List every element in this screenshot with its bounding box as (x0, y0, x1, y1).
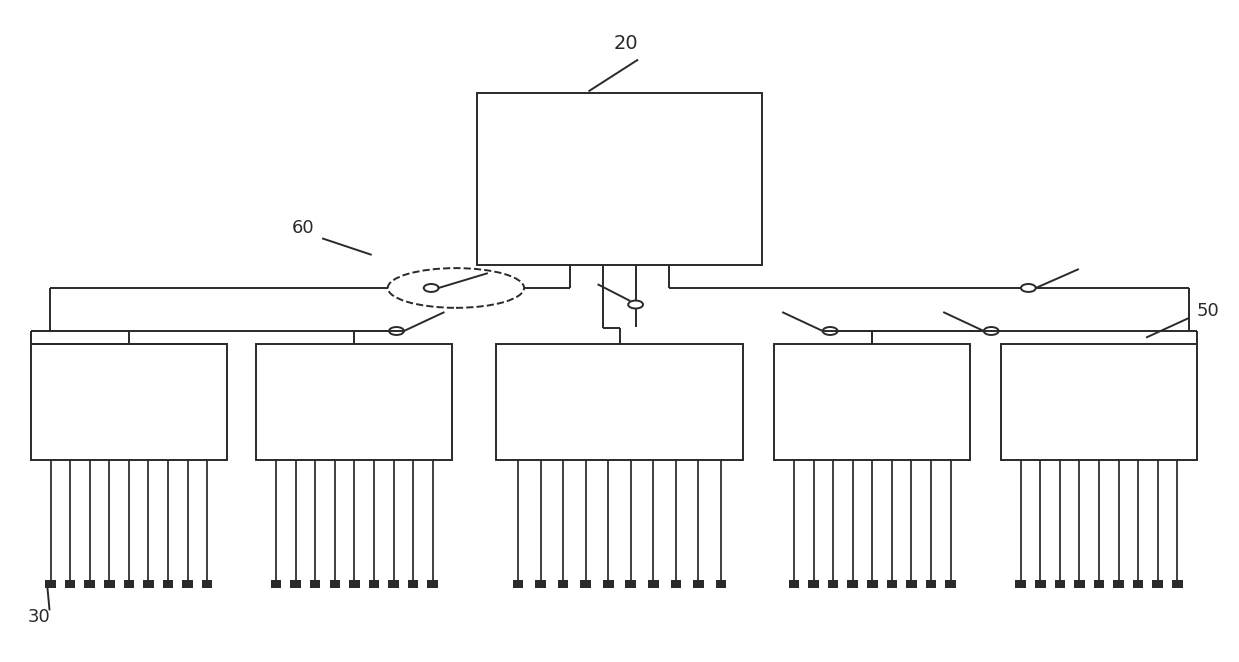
Bar (1001, 344, 1197, 460)
Bar (496, 344, 743, 460)
Text: 20: 20 (613, 34, 638, 52)
Bar (1152, 580, 1163, 589)
Bar (648, 580, 659, 589)
Bar (349, 580, 359, 589)
Text: 60: 60 (292, 219, 315, 238)
Bar (906, 580, 917, 589)
Bar (1035, 580, 1046, 589)
Bar (926, 580, 937, 589)
Bar (408, 580, 419, 589)
Bar (182, 580, 193, 589)
Bar (670, 580, 681, 589)
Bar (1074, 580, 1084, 589)
Bar (626, 580, 636, 589)
Bar (808, 580, 819, 589)
Bar (558, 580, 569, 589)
Bar (535, 580, 546, 589)
Text: 50: 50 (1197, 302, 1219, 320)
Bar (828, 580, 839, 589)
Bar (427, 580, 437, 589)
Bar (162, 580, 173, 589)
Text: 30: 30 (27, 608, 50, 626)
Bar (84, 580, 95, 589)
Bar (64, 580, 76, 589)
Bar (1054, 580, 1066, 589)
Bar (1114, 580, 1124, 589)
Bar (256, 344, 452, 460)
Bar (104, 580, 114, 589)
Bar (1132, 580, 1144, 589)
Bar (774, 344, 970, 460)
Bar (477, 93, 762, 265)
Bar (716, 580, 726, 589)
Bar (271, 580, 281, 589)
Bar (1172, 580, 1182, 589)
Bar (388, 580, 399, 589)
Bar (1016, 580, 1026, 589)
Bar (847, 580, 857, 589)
Bar (867, 580, 877, 589)
Bar (887, 580, 897, 589)
Bar (513, 580, 523, 589)
Bar (144, 580, 154, 589)
Bar (945, 580, 955, 589)
Bar (603, 580, 613, 589)
Bar (124, 580, 134, 589)
Bar (202, 580, 212, 589)
Bar (369, 580, 379, 589)
Bar (693, 580, 704, 589)
Bar (580, 580, 591, 589)
Bar (310, 580, 321, 589)
Bar (46, 580, 56, 589)
Bar (330, 580, 339, 589)
Bar (290, 580, 301, 589)
Bar (1094, 580, 1104, 589)
Bar (789, 580, 799, 589)
Bar (31, 344, 227, 460)
